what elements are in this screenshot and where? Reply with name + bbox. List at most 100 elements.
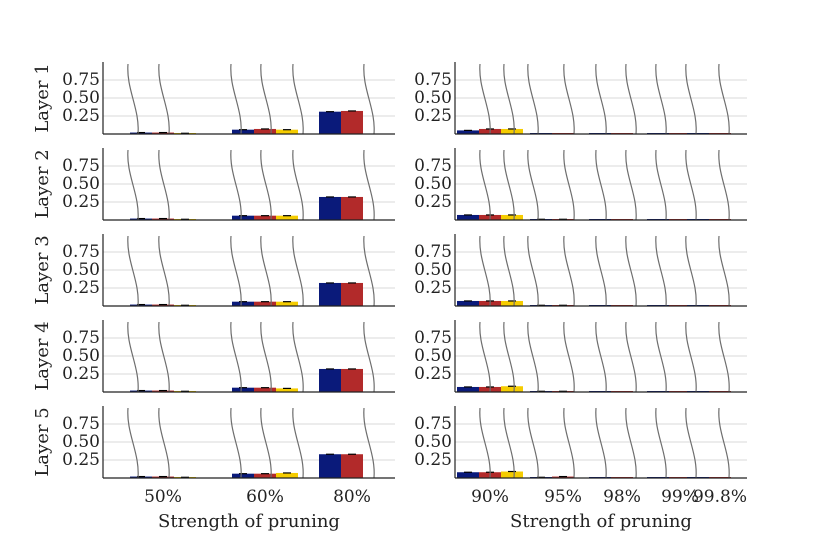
curve-trace bbox=[479, 149, 491, 221]
bar bbox=[319, 111, 341, 134]
y-tick-label: 0.25 bbox=[62, 192, 100, 212]
bar bbox=[319, 454, 341, 478]
y-tick-label: 0.50 bbox=[414, 432, 452, 452]
row-label: Layer 1 bbox=[32, 63, 53, 132]
curve-trace bbox=[503, 149, 515, 221]
curve-trace bbox=[127, 63, 139, 135]
bar bbox=[501, 128, 523, 134]
curve-trace bbox=[158, 321, 170, 393]
curve-trace bbox=[685, 235, 697, 307]
y-tick-label: 0.50 bbox=[414, 88, 452, 108]
y-tick-label: 0.50 bbox=[414, 260, 452, 280]
curve-trace bbox=[655, 149, 667, 221]
curve-trace bbox=[363, 149, 375, 221]
y-tick-label: 0.25 bbox=[62, 106, 100, 126]
curve-trace bbox=[230, 321, 242, 393]
y-tick-label: 0.75 bbox=[62, 328, 100, 348]
y-tick-label: 0.50 bbox=[62, 174, 100, 194]
bar bbox=[130, 218, 152, 220]
curve-trace bbox=[527, 321, 539, 393]
x-tick-label: 99.8% bbox=[693, 487, 747, 507]
y-tick-label: 0.25 bbox=[62, 364, 100, 384]
curve-trace bbox=[479, 321, 491, 393]
curve-trace bbox=[625, 321, 637, 393]
curve-trace bbox=[595, 235, 607, 307]
bar bbox=[276, 215, 298, 220]
curve-trace bbox=[527, 407, 539, 479]
bar bbox=[254, 387, 276, 392]
bar bbox=[501, 300, 523, 306]
curve-trace bbox=[655, 63, 667, 135]
bar bbox=[130, 304, 152, 306]
curve-trace bbox=[625, 407, 637, 479]
y-tick-label: 0.50 bbox=[414, 174, 452, 194]
bar bbox=[254, 473, 276, 478]
curve-trace bbox=[595, 63, 607, 135]
curve-trace bbox=[718, 407, 730, 479]
curve-trace bbox=[527, 63, 539, 135]
curve-trace bbox=[158, 149, 170, 221]
y-tick-label: 0.75 bbox=[62, 70, 100, 90]
panel-right: 0.250.500.750.250.500.750.250.500.750.25… bbox=[414, 62, 747, 532]
bar bbox=[232, 301, 254, 306]
curve-trace bbox=[260, 235, 272, 307]
y-tick-label: 0.25 bbox=[62, 278, 100, 298]
bar bbox=[232, 387, 254, 392]
curve-trace bbox=[655, 235, 667, 307]
x-tick-label: 50% bbox=[144, 487, 182, 507]
curve-trace bbox=[563, 321, 575, 393]
curve-trace bbox=[563, 407, 575, 479]
bar bbox=[232, 129, 254, 134]
y-tick-label: 0.50 bbox=[62, 260, 100, 280]
y-tick-label: 0.75 bbox=[62, 414, 100, 434]
bar bbox=[341, 282, 363, 306]
curve-trace bbox=[685, 407, 697, 479]
curve-trace bbox=[685, 149, 697, 221]
curve-trace bbox=[479, 235, 491, 307]
bar bbox=[276, 388, 298, 392]
curve-trace bbox=[158, 235, 170, 307]
bar bbox=[152, 390, 174, 392]
row-label: Layer 3 bbox=[32, 235, 53, 304]
curve-trace bbox=[260, 407, 272, 479]
curve-trace bbox=[625, 63, 637, 135]
bar bbox=[254, 301, 276, 306]
bar bbox=[232, 215, 254, 220]
curve-trace bbox=[503, 63, 515, 135]
curve-trace bbox=[127, 407, 139, 479]
bar bbox=[457, 472, 479, 478]
curve-trace bbox=[230, 407, 242, 479]
y-tick-label: 0.75 bbox=[414, 414, 452, 434]
curve-trace bbox=[479, 407, 491, 479]
x-tick-label: 90% bbox=[471, 487, 509, 507]
curve-trace bbox=[595, 321, 607, 393]
curve-trace bbox=[127, 149, 139, 221]
panel-left: 0.250.500.750.250.500.750.250.500.750.25… bbox=[62, 62, 395, 532]
curve-trace bbox=[563, 235, 575, 307]
x-axis-title: Strength of pruning bbox=[510, 511, 692, 532]
y-tick-label: 0.75 bbox=[414, 242, 452, 262]
curve-trace bbox=[292, 149, 304, 221]
bar bbox=[501, 214, 523, 220]
y-tick-label: 0.75 bbox=[62, 242, 100, 262]
y-tick-label: 0.25 bbox=[414, 278, 452, 298]
y-tick-label: 0.50 bbox=[62, 88, 100, 108]
x-tick-label: 60% bbox=[246, 487, 284, 507]
bar bbox=[319, 368, 341, 392]
curve-trace bbox=[230, 63, 242, 135]
y-tick-label: 0.75 bbox=[414, 156, 452, 176]
x-tick-label: 98% bbox=[603, 487, 641, 507]
curve-trace bbox=[292, 235, 304, 307]
bar bbox=[130, 476, 152, 478]
bar bbox=[501, 386, 523, 392]
x-axis-title: Strength of pruning bbox=[158, 511, 340, 532]
curve-trace bbox=[363, 407, 375, 479]
y-tick-label: 0.50 bbox=[62, 432, 100, 452]
curve-trace bbox=[363, 321, 375, 393]
curve-trace bbox=[158, 407, 170, 479]
curve-trace bbox=[718, 149, 730, 221]
curve-trace bbox=[260, 321, 272, 393]
bar bbox=[341, 196, 363, 220]
bar bbox=[152, 476, 174, 478]
